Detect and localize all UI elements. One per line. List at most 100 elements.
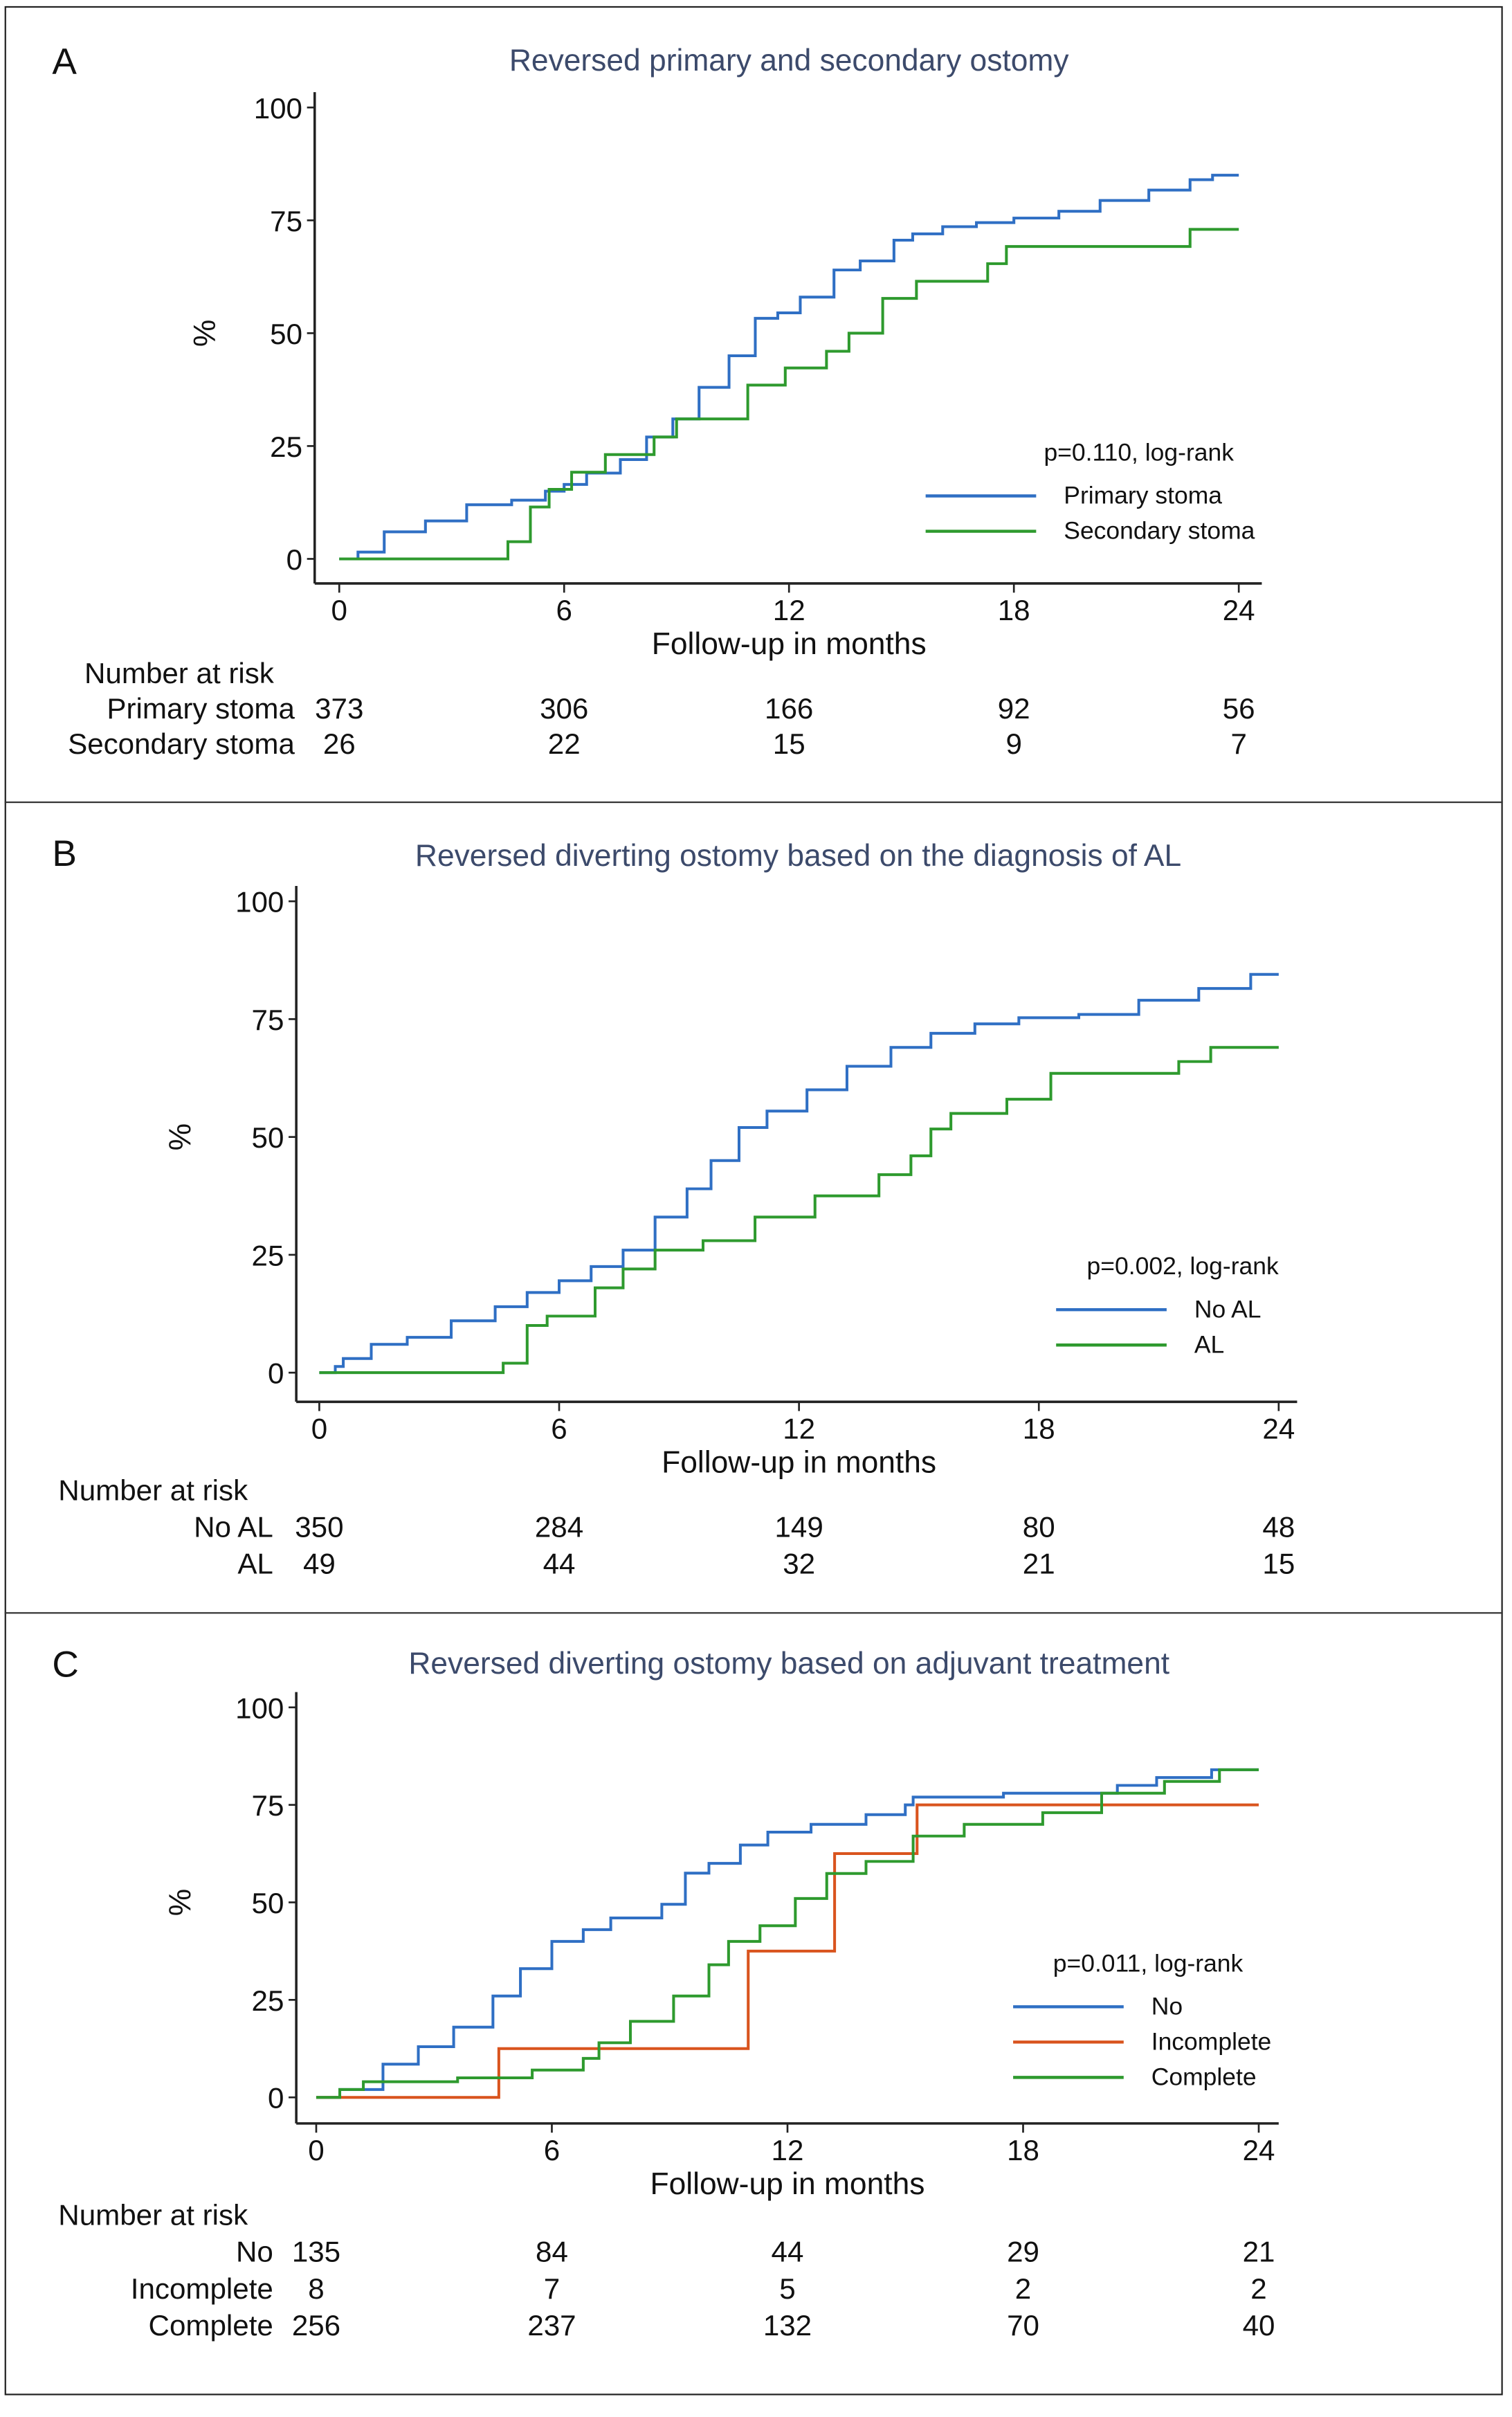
series-line-al [319,1046,1279,1375]
series-halo [319,972,1279,1375]
risk-count: 15 [1262,1548,1295,1580]
risk-row-label: Incomplete [131,2272,273,2305]
y-tick-label: 50 [252,1887,284,1919]
risk-row-label: Complete [149,2309,273,2342]
panel-letter: A [52,41,77,82]
risk-count: 26 [323,727,356,760]
risk-count: 373 [315,692,363,725]
y-tick-label: 0 [286,543,302,576]
risk-count: 7 [1230,727,1246,760]
x-axis-title: Follow-up in months [650,2167,925,2201]
y-tick-label: 100 [235,886,284,918]
legend-label: Primary stoma [1064,482,1222,509]
risk-count: 350 [295,1511,343,1544]
risk-count: 21 [1243,2236,1275,2268]
risk-row-label: Primary stoma [107,692,295,725]
pvalue-annotation: p=0.011, log-rank [1053,1949,1244,1977]
series-halo [316,1768,1259,2099]
x-tick-label: 18 [1007,2134,1039,2166]
x-tick-label: 12 [772,2134,804,2166]
chart-title: Reversed diverting ostomy based on adjuv… [408,1647,1169,1681]
risk-count: 2 [1250,2272,1266,2305]
x-tick-label: 24 [1243,2134,1275,2166]
risk-count: 70 [1007,2309,1039,2342]
pvalue-annotation: p=0.002, log-rank [1087,1252,1279,1280]
risk-count: 44 [772,2236,804,2268]
panel-a: A Reversed primary and secondary ostomy … [52,41,1262,760]
series-line-complete [316,1768,1259,2099]
risk-count: 9 [1005,727,1021,760]
risk-table-header: Number at risk [58,2198,248,2231]
risk-row-label: Secondary stoma [68,727,295,760]
risk-count: 306 [540,692,588,725]
risk-count: 44 [543,1548,576,1580]
risk-count: 2 [1015,2272,1031,2305]
x-tick-label: 6 [544,2134,560,2166]
x-tick-label: 6 [556,594,572,626]
x-tick-label: 18 [1023,1413,1055,1445]
chart-title: Reversed primary and secondary ostomy [509,44,1069,78]
x-tick-label: 24 [1262,1413,1295,1445]
chart-title: Reversed diverting ostomy based on the d… [415,839,1181,873]
series-halo [319,1046,1279,1375]
risk-count: 29 [1007,2236,1039,2268]
series-line-no [316,1768,1259,2099]
risk-count: 15 [773,727,805,760]
x-tick-label: 0 [331,594,347,626]
x-tick-label: 6 [551,1413,567,1445]
series-halo [339,228,1239,561]
risk-table-header: Number at risk [58,1474,248,1506]
legend-label: Complete [1151,2063,1257,2090]
x-tick-label: 0 [311,1413,327,1445]
panel-b: B Reversed diverting ostomy based on the… [52,833,1297,1580]
y-tick-label: 50 [252,1121,284,1154]
risk-count: 22 [548,727,581,760]
legend-label: No [1151,1992,1183,2020]
legend-label: AL [1194,1330,1224,1358]
y-tick-label: 75 [252,1789,284,1822]
legend-label: Secondary stoma [1064,517,1255,545]
series-line-primary-stoma [339,174,1239,561]
y-tick-label: 25 [270,431,302,463]
series-line-no-al [319,972,1279,1375]
risk-count: 92 [998,692,1030,725]
risk-count: 166 [765,692,813,725]
risk-count: 48 [1262,1511,1295,1544]
risk-count: 8 [308,2272,324,2305]
risk-count: 32 [783,1548,815,1580]
y-tick-label: 50 [270,318,302,350]
y-tick-label: 25 [252,1984,284,2017]
y-tick-label: 75 [252,1004,284,1036]
risk-row-label: AL [237,1548,273,1580]
y-tick-label: 100 [254,92,302,125]
risk-count: 149 [774,1511,823,1544]
panel-letter: B [52,833,76,874]
legend-label: No AL [1194,1295,1261,1323]
risk-row-label: No AL [194,1511,273,1544]
risk-count: 7 [544,2272,560,2305]
risk-count: 132 [763,2309,812,2342]
risk-row-label: No [236,2236,273,2268]
y-tick-label: 75 [270,205,302,237]
x-tick-label: 24 [1223,594,1255,626]
panel-divider [4,801,1503,804]
risk-count: 80 [1023,1511,1055,1544]
risk-count: 56 [1223,692,1255,725]
y-tick-label: 0 [268,2082,284,2115]
y-tick-label: 0 [268,1357,284,1390]
series-line-secondary-stoma [339,228,1239,561]
y-axis-title: % [188,320,222,347]
figure-border [4,6,1503,2396]
y-tick-label: 25 [252,1239,284,1271]
x-tick-label: 18 [998,594,1030,626]
y-tick-label: 100 [235,1692,284,1724]
panel-c: C Reversed diverting ostomy based on adj… [52,1644,1279,2342]
x-axis-title: Follow-up in months [662,1445,936,1479]
panel-letter: C [52,1644,78,1685]
risk-count: 237 [527,2309,576,2342]
risk-table-header: Number at risk [84,657,275,689]
